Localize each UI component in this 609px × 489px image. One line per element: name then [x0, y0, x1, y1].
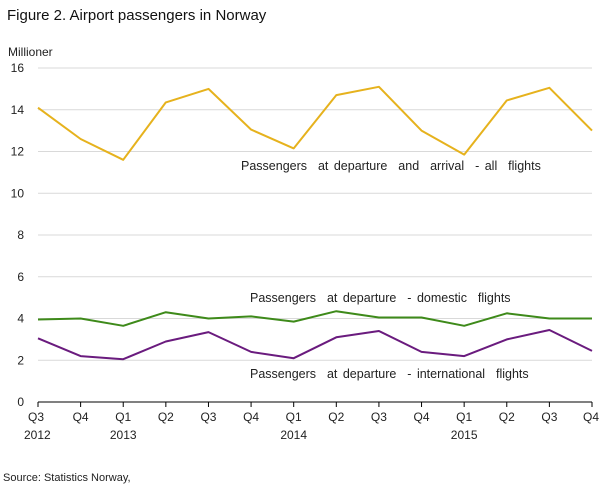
- series-line-2: [37, 329, 593, 361]
- x-tick-label: Q1: [286, 410, 302, 424]
- x-year-label: 2014: [280, 428, 307, 442]
- series-labels: Passengers at departure and arrival - al…: [241, 159, 541, 381]
- chart-title: Figure 2. Airport passengers in Norway: [7, 7, 267, 24]
- x-tick-label: Q3: [28, 410, 44, 424]
- x-tick-label: Q4: [583, 410, 599, 424]
- series-lines: [37, 85, 593, 361]
- y-tick-label: 12: [11, 145, 25, 159]
- x-tick-label: Q3: [541, 410, 557, 424]
- series-label-1: Passengers at departure - domestic fligh…: [250, 291, 511, 305]
- x-tick-label: Q2: [158, 410, 174, 424]
- x-tick-label: Q3: [200, 410, 216, 424]
- series-line-0: [37, 85, 593, 161]
- y-tick-label: 14: [11, 103, 25, 117]
- y-tick-label: 10: [11, 186, 25, 200]
- y-tick-label: 16: [11, 61, 25, 75]
- x-tick-label: Q2: [328, 410, 344, 424]
- series-line-1: [37, 310, 592, 327]
- y-tick-label: 2: [17, 353, 24, 367]
- x-year-label: 2013: [110, 428, 137, 442]
- x-tick-label: Q2: [499, 410, 515, 424]
- y-tick-label: 6: [17, 270, 24, 284]
- series-label-0: Passengers at departure and arrival - al…: [241, 159, 541, 173]
- x-year-label: 2015: [451, 428, 478, 442]
- x-tick-labels: Q3 2012 Q4 Q1 2013 Q2 Q3 Q4 Q1 2014 Q2 Q3 Q4 Q1 2015 Q2…: [24, 410, 599, 442]
- y-tick-label: 0: [17, 395, 24, 409]
- series-label-2: Passengers at departure - international …: [250, 367, 529, 381]
- source-note: Source: Statistics Norway,: [3, 472, 131, 484]
- x-tick-label: Q4: [243, 410, 259, 424]
- y-tick-labels: 0 2 4 6 8 10 12 14 16: [11, 61, 25, 409]
- y-axis-label: Millioner: [8, 45, 53, 59]
- y-tick-label: 4: [17, 312, 24, 326]
- x-tick-label: Q4: [73, 410, 89, 424]
- x-tick-label: Q1: [115, 410, 131, 424]
- x-tick-label: Q3: [371, 410, 387, 424]
- axes: [37, 401, 593, 407]
- x-tick-label: Q1: [456, 410, 472, 424]
- x-tick-label: Q4: [414, 410, 430, 424]
- x-year-label: 2012: [24, 428, 51, 442]
- y-tick-label: 8: [17, 228, 24, 242]
